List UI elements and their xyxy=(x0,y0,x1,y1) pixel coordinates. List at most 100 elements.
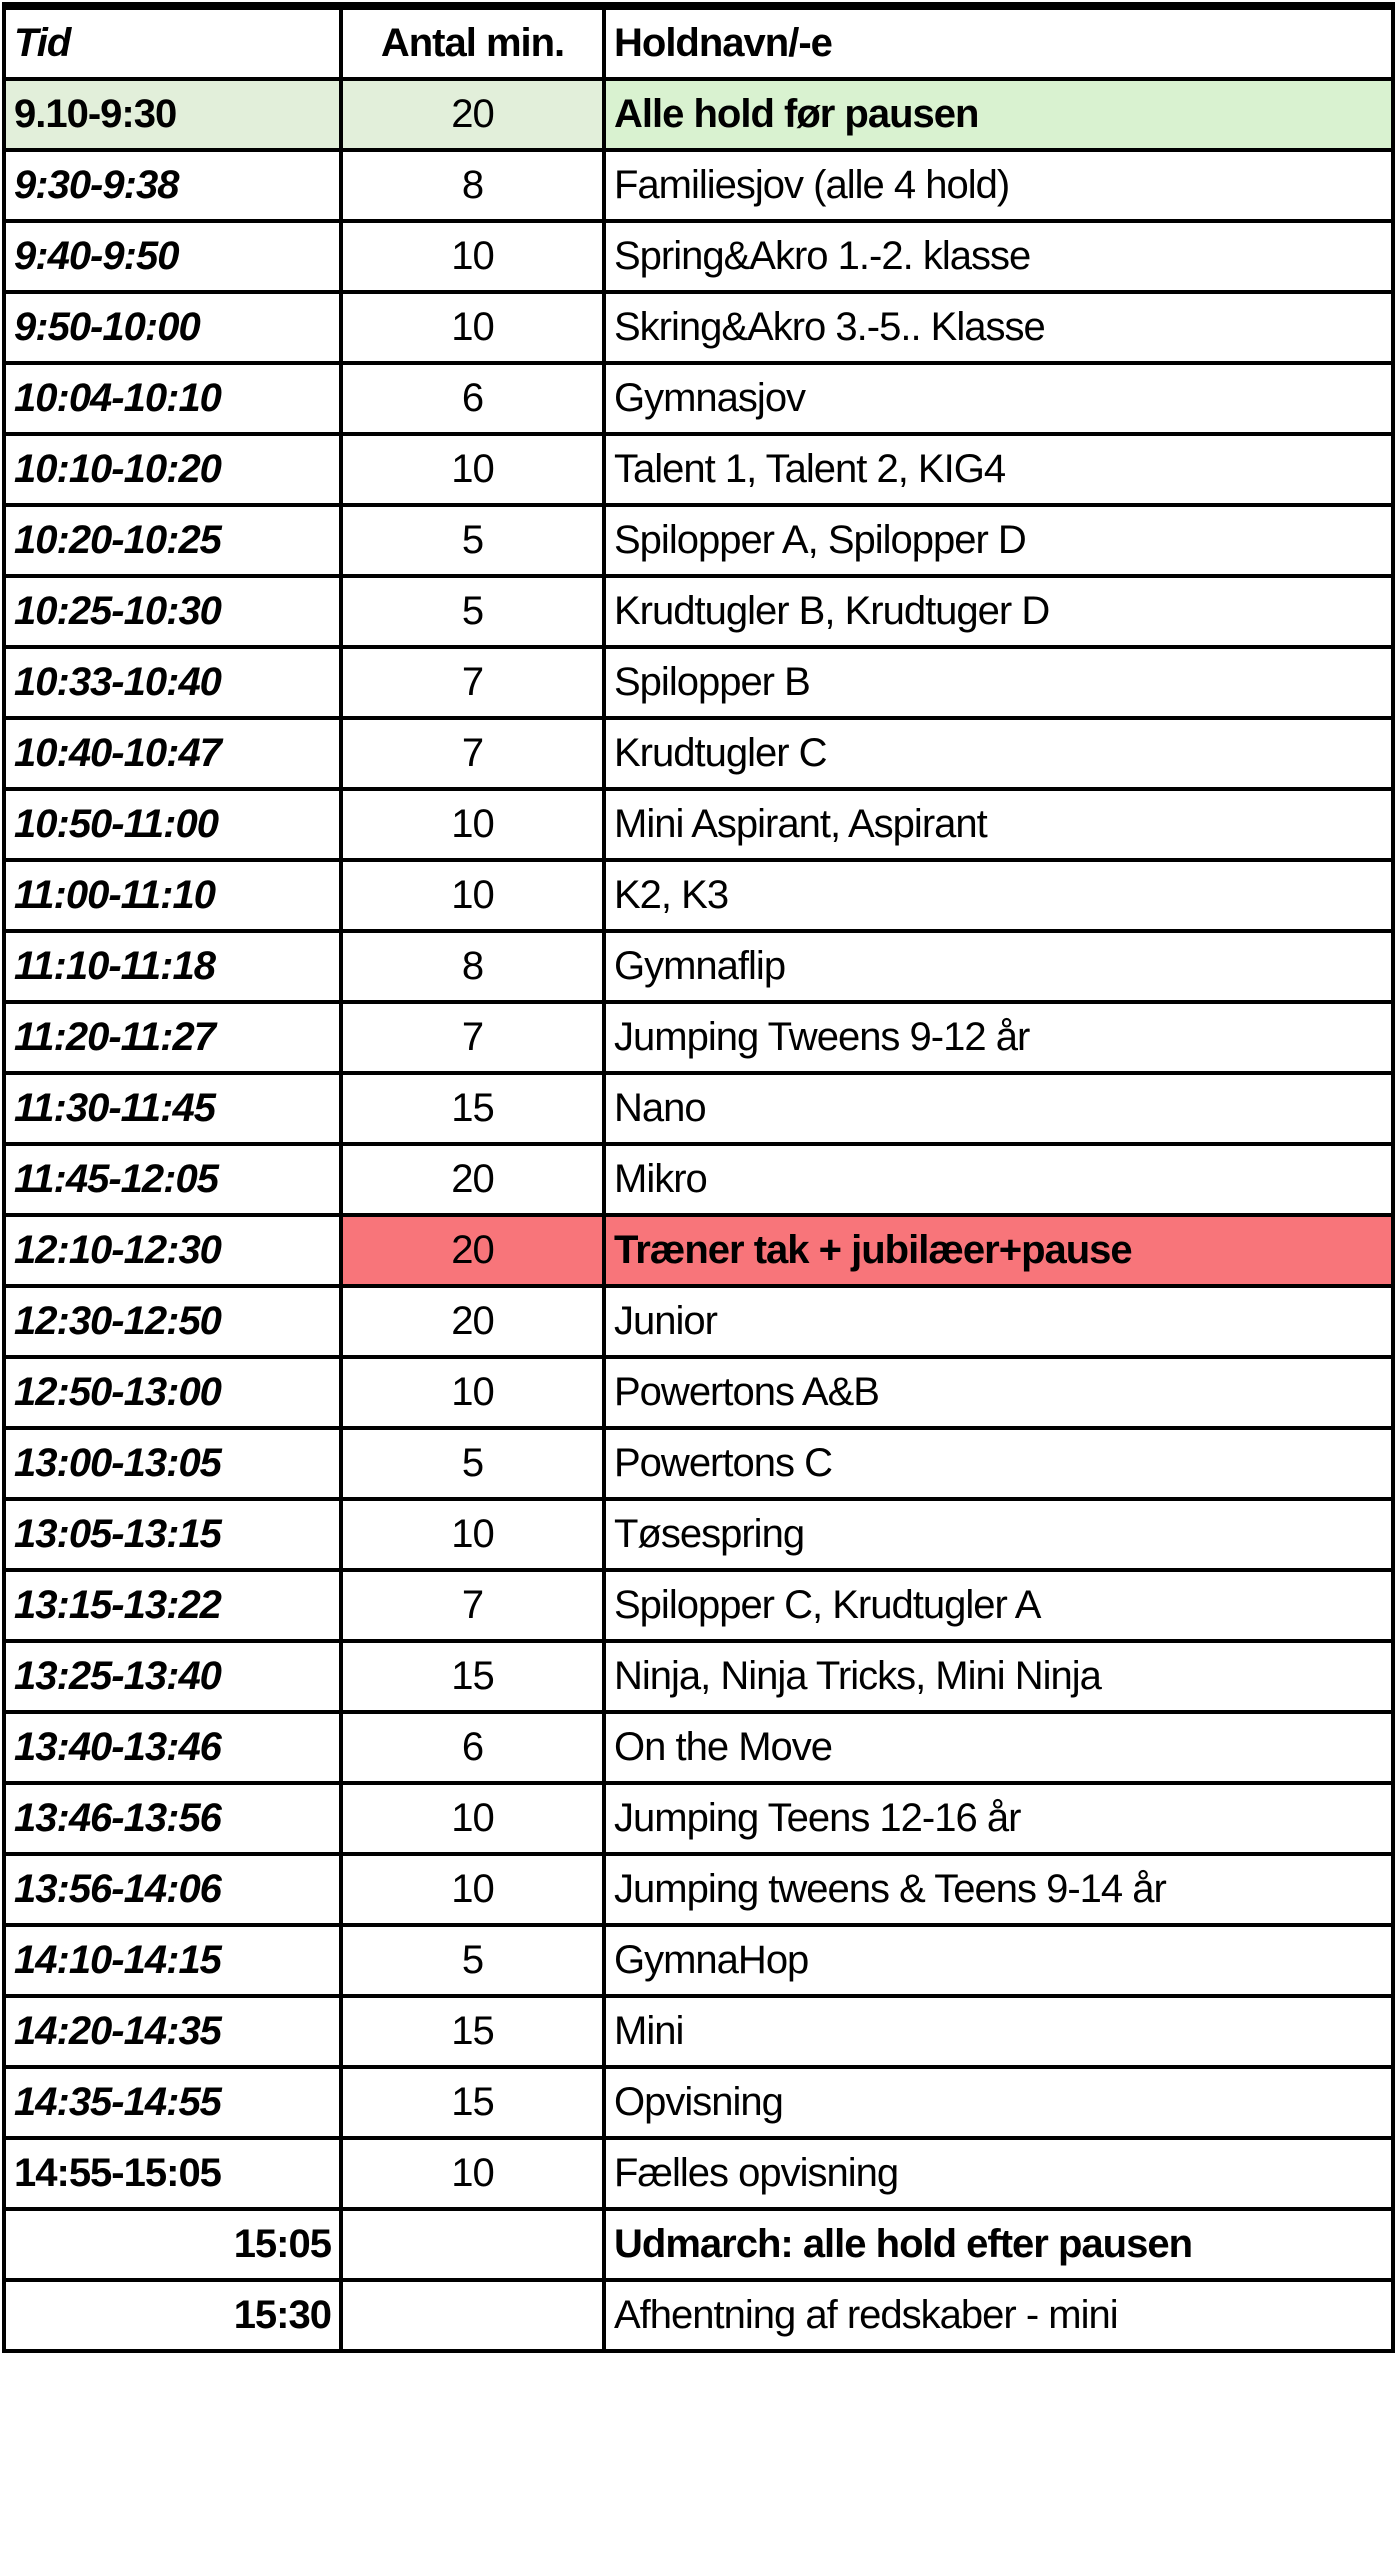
teams-cell: Udmarch: alle hold efter pausen xyxy=(602,2207,1395,2282)
table-row: 10:10-10:20 10 Talent 1, Talent 2, KIG4 xyxy=(2,432,1395,507)
time-cell: 13:56-14:06 xyxy=(2,1852,343,1927)
schedule-table: Tid Antal min. Holdnavn/-e 9.10-9:30 20 Al… xyxy=(2,2,1395,2353)
minutes-cell: 20 xyxy=(339,1284,606,1359)
minutes-cell: 5 xyxy=(339,1923,606,1998)
minutes-cell: 10 xyxy=(339,219,606,294)
teams-cell: Alle hold før pausen xyxy=(602,77,1395,152)
teams-cell: Jumping Tweens 9-12 år xyxy=(602,1000,1395,1075)
teams-cell: On the Move xyxy=(602,1710,1395,1785)
table-row: 13:46-13:56 10 Jumping Teens 12-16 år xyxy=(2,1781,1395,1856)
minutes-cell: 10 xyxy=(339,290,606,365)
table-row: 11:45-12:05 20 Mikro xyxy=(2,1142,1395,1217)
teams-cell: Krudtugler C xyxy=(602,716,1395,791)
table-row: 9:50-10:00 10 Skring&Akro 3.-5.. Klasse xyxy=(2,290,1395,365)
minutes-cell: 20 xyxy=(339,1142,606,1217)
time-cell: 14:35-14:55 xyxy=(2,2065,343,2140)
minutes-cell xyxy=(339,2278,606,2353)
teams-cell: Gymnasjov xyxy=(602,361,1395,436)
teams-cell: Nano xyxy=(602,1071,1395,1146)
table-row: 10:04-10:10 6 Gymnasjov xyxy=(2,361,1395,436)
teams-cell: Gymnaflip xyxy=(602,929,1395,1004)
table-row: 13:00-13:05 5 Powertons C xyxy=(2,1426,1395,1501)
teams-cell: Ninja, Ninja Tricks, Mini Ninja xyxy=(602,1639,1395,1714)
table-row: 13:56-14:06 10 Jumping tweens & Teens 9-14… xyxy=(2,1852,1395,1927)
time-cell: 11:00-11:10 xyxy=(2,858,343,933)
minutes-cell: 15 xyxy=(339,1071,606,1146)
teams-cell: Jumping Teens 12-16 år xyxy=(602,1781,1395,1856)
table-row: 12:30-12:50 20 Junior xyxy=(2,1284,1395,1359)
time-cell: 14:10-14:15 xyxy=(2,1923,343,1998)
teams-cell: Mini Aspirant, Aspirant xyxy=(602,787,1395,862)
teams-cell: Mikro xyxy=(602,1142,1395,1217)
time-cell: 10:40-10:47 xyxy=(2,716,343,791)
minutes-cell: 10 xyxy=(339,2136,606,2211)
minutes-cell: 20 xyxy=(339,77,606,152)
teams-cell: Powertons A&B xyxy=(602,1355,1395,1430)
time-cell: 11:45-12:05 xyxy=(2,1142,343,1217)
minutes-cell: 20 xyxy=(339,1213,606,1288)
table-row: 10:20-10:25 5 Spilopper A, Spilopper D xyxy=(2,503,1395,578)
time-cell: 9.10-9:30 xyxy=(2,77,343,152)
time-cell: 14:55-15:05 xyxy=(2,2136,343,2211)
minutes-cell: 10 xyxy=(339,1852,606,1927)
minutes-cell: 10 xyxy=(339,1497,606,1572)
time-cell: 11:10-11:18 xyxy=(2,929,343,1004)
header-minutes: Antal min. xyxy=(339,4,606,81)
table-row: 15:30 Afhentning af redskaber - mini xyxy=(2,2278,1395,2353)
teams-cell: Spilopper A, Spilopper D xyxy=(602,503,1395,578)
time-cell: 13:25-13:40 xyxy=(2,1639,343,1714)
teams-cell: Krudtugler B, Krudtuger D xyxy=(602,574,1395,649)
table-row: 15:05 Udmarch: alle hold efter pausen xyxy=(2,2207,1395,2282)
time-cell: 12:10-12:30 xyxy=(2,1213,343,1288)
teams-cell: Mini xyxy=(602,1994,1395,2069)
teams-cell: Fælles opvisning xyxy=(602,2136,1395,2211)
minutes-cell: 7 xyxy=(339,716,606,791)
time-cell: 13:05-13:15 xyxy=(2,1497,343,1572)
teams-cell: GymnaHop xyxy=(602,1923,1395,1998)
header-time: Tid xyxy=(2,4,343,81)
minutes-cell: 6 xyxy=(339,1710,606,1785)
table-row: 11:20-11:27 7 Jumping Tweens 9-12 år xyxy=(2,1000,1395,1075)
minutes-cell: 10 xyxy=(339,787,606,862)
table-row: 11:00-11:10 10 K2, K3 xyxy=(2,858,1395,933)
header-teams: Holdnavn/-e xyxy=(602,4,1395,81)
table-row: 14:55-15:05 10 Fælles opvisning xyxy=(2,2136,1395,2211)
table-row: 14:10-14:15 5 GymnaHop xyxy=(2,1923,1395,1998)
teams-cell: Tøsespring xyxy=(602,1497,1395,1572)
time-cell: 13:40-13:46 xyxy=(2,1710,343,1785)
time-cell: 12:50-13:00 xyxy=(2,1355,343,1430)
table-row: 9.10-9:30 20 Alle hold før pausen xyxy=(2,77,1395,152)
teams-cell: Spilopper B xyxy=(602,645,1395,720)
time-cell: 10:50-11:00 xyxy=(2,787,343,862)
header-row: Tid Antal min. Holdnavn/-e xyxy=(2,4,1395,81)
table-row: 13:05-13:15 10 Tøsespring xyxy=(2,1497,1395,1572)
table-row: 12:50-13:00 10 Powertons A&B xyxy=(2,1355,1395,1430)
teams-cell: Opvisning xyxy=(602,2065,1395,2140)
table-row: 10:33-10:40 7 Spilopper B xyxy=(2,645,1395,720)
time-cell: 10:04-10:10 xyxy=(2,361,343,436)
table-row: 9:30-9:38 8 Familiesjov (alle 4 hold) xyxy=(2,148,1395,223)
minutes-cell: 10 xyxy=(339,858,606,933)
teams-cell: Spring&Akro 1.-2. klasse xyxy=(602,219,1395,294)
minutes-cell: 10 xyxy=(339,1781,606,1856)
teams-cell: Skring&Akro 3.-5.. Klasse xyxy=(602,290,1395,365)
minutes-cell: 5 xyxy=(339,574,606,649)
teams-cell: Spilopper C, Krudtugler A xyxy=(602,1568,1395,1643)
teams-cell: Afhentning af redskaber - mini xyxy=(602,2278,1395,2353)
minutes-cell xyxy=(339,2207,606,2282)
minutes-cell: 8 xyxy=(339,929,606,1004)
time-cell: 10:10-10:20 xyxy=(2,432,343,507)
table-row: 11:10-11:18 8 Gymnaflip xyxy=(2,929,1395,1004)
table-row: 13:15-13:22 7 Spilopper C, Krudtugler A xyxy=(2,1568,1395,1643)
time-cell: 13:00-13:05 xyxy=(2,1426,343,1501)
table-row: 9:40-9:50 10 Spring&Akro 1.-2. klasse xyxy=(2,219,1395,294)
teams-cell: Familiesjov (alle 4 hold) xyxy=(602,148,1395,223)
table-row: 12:10-12:30 20 Træner tak + jubilæer+pause xyxy=(2,1213,1395,1288)
time-cell: 11:20-11:27 xyxy=(2,1000,343,1075)
time-cell: 9:40-9:50 xyxy=(2,219,343,294)
teams-cell: Jumping tweens & Teens 9-14 år xyxy=(602,1852,1395,1927)
minutes-cell: 15 xyxy=(339,1994,606,2069)
minutes-cell: 15 xyxy=(339,1639,606,1714)
minutes-cell: 7 xyxy=(339,645,606,720)
table-row: 11:30-11:45 15 Nano xyxy=(2,1071,1395,1146)
